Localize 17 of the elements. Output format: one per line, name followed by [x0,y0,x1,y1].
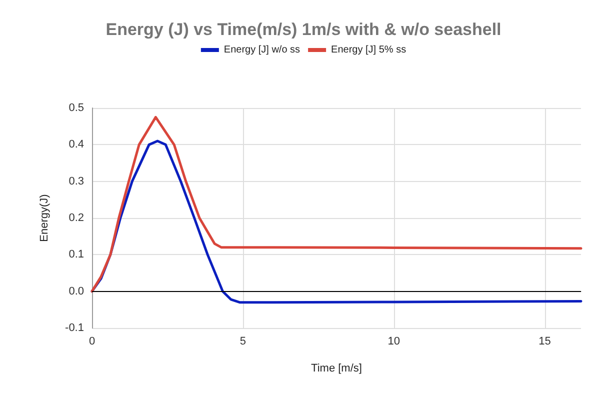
y-tick-label: 0.2 [68,212,84,224]
y-tick-label: 0.4 [68,138,84,151]
legend-label: Energy [J] w/o ss [224,44,300,56]
line-series [90,116,582,293]
y-tick-label: 0.0 [68,285,84,298]
y-tick-label: -0.1 [65,322,84,334]
x-axis-title: Time [m/s] [311,362,362,374]
y-axis-title: Energy(J) [38,194,50,242]
legend-label: Energy [J] 5% ss [331,44,406,56]
x-tick-label: 10 [388,336,400,348]
x-tick-label: 5 [240,336,246,348]
y-tick-label: 0.5 [68,102,84,114]
x-tick-label: 0 [88,336,96,348]
chart-title: Energy (J) vs Time(m/s) 1m/s with & w/o seashell [106,20,502,39]
x-tick-label: 15 [538,336,551,348]
y-tick-label: 0.1 [68,248,84,261]
y-tick-label: 0.3 [68,175,84,188]
